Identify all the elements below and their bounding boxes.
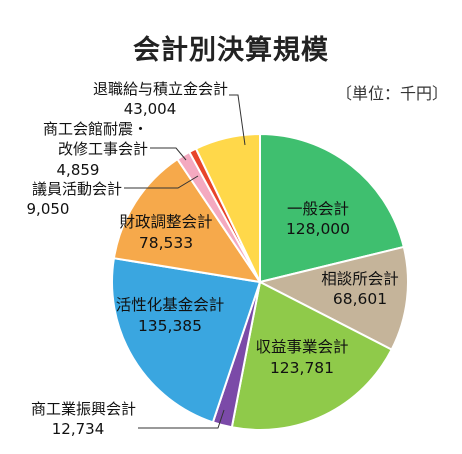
label-ippan-name: 一般会計 — [287, 200, 349, 218]
label-kassei-value: 135,385 — [138, 317, 202, 335]
label-zaisei-name: 財政調整会計 — [119, 213, 212, 231]
label-shinko-value: 12,734 — [52, 420, 105, 438]
label-shinko-name: 商工業振興会計 — [31, 400, 136, 418]
label-kassei-name: 活性化基金会計 — [116, 296, 225, 314]
leader-line-taishoku — [229, 94, 246, 146]
unit-label: 〔単位：千円〕 — [335, 84, 448, 103]
label-giin-value: 9,050 — [27, 200, 70, 218]
pie-slice-1 — [259, 132, 405, 284]
label-soudan-value: 68,601 — [333, 290, 387, 308]
label-kaikan-value: 4,859 — [57, 161, 100, 179]
leader-lines — [124, 94, 246, 429]
label-shueki-value: 123,781 — [270, 359, 334, 377]
label-kaikan-name-2: 改修工事会計 — [58, 140, 148, 158]
pie-slice-2 — [257, 245, 409, 351]
label-shueki-name: 収益事業会計 — [255, 338, 348, 356]
pie-slices — [111, 132, 409, 431]
label-kaikan-name-1: 商工会館耐震・ — [43, 120, 148, 138]
label-ippan-value: 128,000 — [286, 220, 350, 238]
pie-slice-3 — [230, 280, 393, 431]
label-zaisei-value: 78,533 — [139, 234, 193, 252]
leader-line-kaikan — [150, 147, 187, 161]
chart-title: 会計別決算規模 — [133, 35, 329, 66]
pie-slice-6 — [112, 157, 263, 284]
pie-slice-5 — [111, 257, 262, 424]
leader-line-giin — [124, 175, 199, 189]
label-soudan-name: 相談所会計 — [321, 270, 399, 288]
label-taishoku-value: 43,004 — [124, 100, 177, 118]
label-giin-name: 議員活動会計 — [32, 180, 122, 198]
leader-line-shinko — [138, 409, 225, 429]
label-taishoku-name: 退職給与積立金会計 — [93, 80, 228, 98]
pie-slice-9 — [194, 132, 261, 283]
